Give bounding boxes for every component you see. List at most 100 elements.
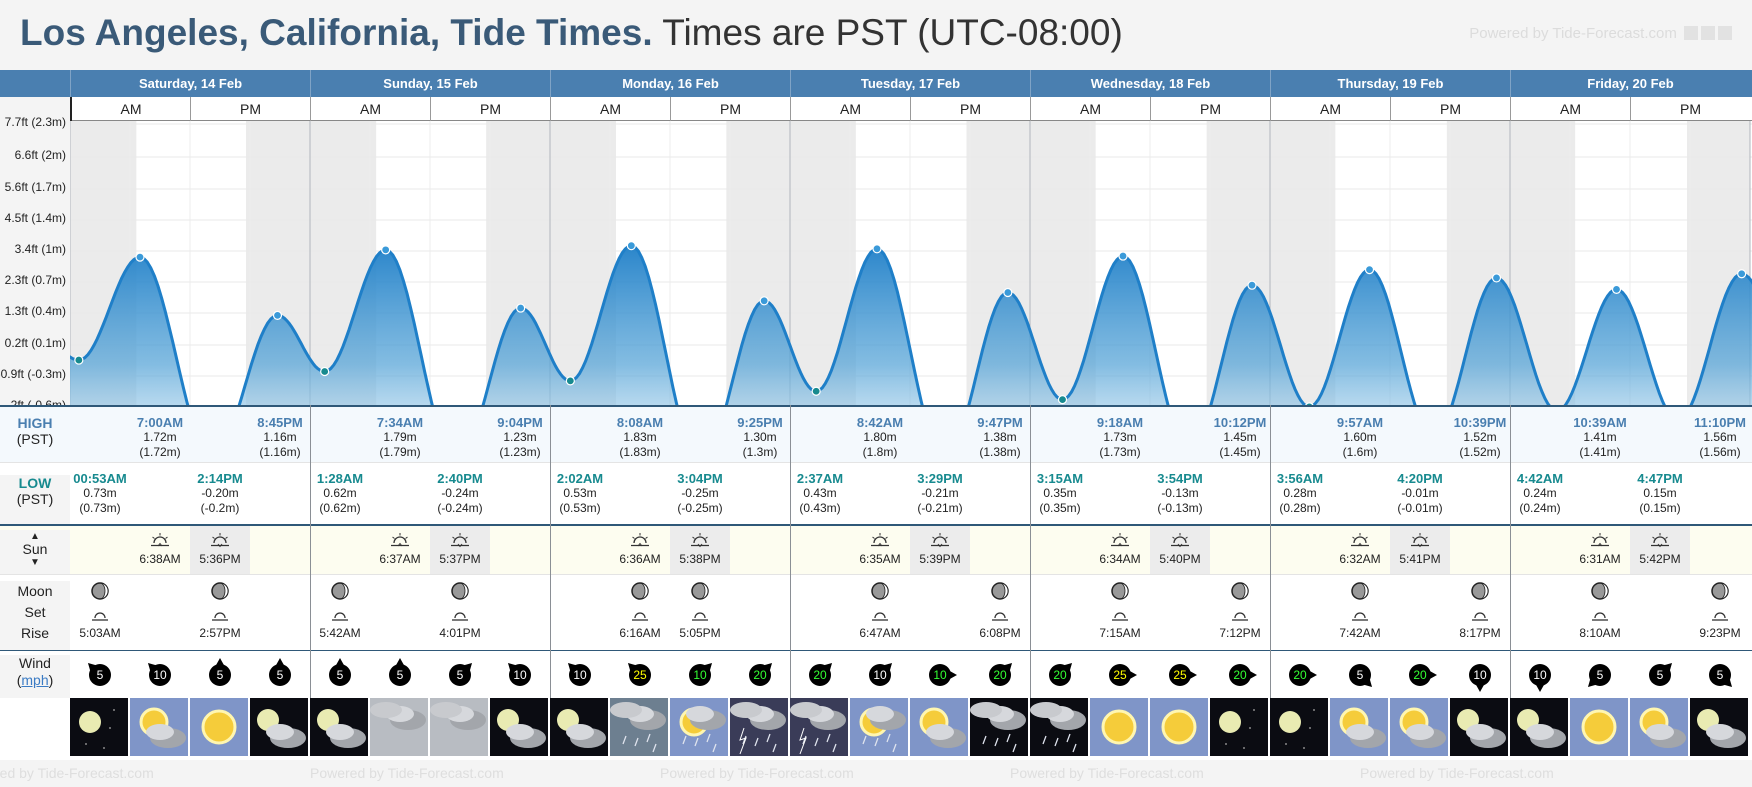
sunset-cell: 5:38PM <box>670 526 730 574</box>
high-tide-cell: 8:45PM 1.16m (1.16m) <box>250 415 310 460</box>
day-separator <box>550 405 551 698</box>
partly-cloudy-night-weather-icon <box>490 698 550 758</box>
sunset-cell: 5:40PM <box>1150 526 1210 574</box>
day-separator <box>310 405 311 698</box>
high-tide-cell: 9:04PM 1.23m (1.23m) <box>490 415 550 460</box>
wind-cell: 10 <box>1450 651 1510 699</box>
y-tick-label: -0.9ft (-0.3m) <box>0 367 66 381</box>
tide-height-alt: (0.35m) <box>1039 501 1081 515</box>
tide-time: 4:20PM <box>1397 471 1443 486</box>
tide-height: 0.62m <box>323 486 357 500</box>
moon-set-cell: 7:42AM <box>1330 581 1390 641</box>
moon-time: 7:12PM <box>1219 626 1261 640</box>
sunset-cell: 5:42PM <box>1630 526 1690 574</box>
sunset-time: 5:41PM <box>1399 552 1441 566</box>
y-tick-label: 4.5ft (1.4m) <box>4 211 66 225</box>
am-label: AM <box>1270 97 1390 121</box>
tide-height: 0.53m <box>563 486 597 500</box>
sunrise-cell: 6:37AM <box>370 526 430 574</box>
wind-arrow-icon: 20 <box>1409 651 1437 699</box>
y-tick-label: 2.3ft (0.7m) <box>4 273 66 287</box>
powered-by-text: Powered by Tide-Forecast.com <box>1469 25 1677 42</box>
page-title: Los Angeles, California, Tide Times. Tim… <box>20 12 1123 54</box>
tide-time: 4:47PM <box>1637 471 1683 486</box>
moon-rise-cell: 2:57PM <box>190 581 250 641</box>
high-label: HIGH (PST) <box>16 415 54 447</box>
overcast-weather-icon <box>370 698 430 758</box>
tide-time: 11:10PM <box>1693 415 1747 430</box>
low-tide-point <box>74 355 84 365</box>
high-tide-point <box>1118 251 1128 261</box>
sunset-cell: 5:36PM <box>190 526 250 574</box>
tide-time: 3:15AM <box>1036 471 1084 486</box>
sunset-icon <box>1630 532 1690 548</box>
day-separator <box>1270 405 1271 698</box>
high-tide-cell: 9:57AM 1.60m (1.6m) <box>1330 415 1390 460</box>
sunrise-time: 6:32AM <box>1339 552 1381 566</box>
moon-time: 8:17PM <box>1459 626 1501 640</box>
tide-time: 10:39PM <box>1453 415 1507 430</box>
sunrise-icon <box>1090 532 1150 548</box>
wind-arrow-icon: 5 <box>1584 651 1611 699</box>
wind-speed: 5 <box>1709 664 1731 686</box>
tide-logo-icon <box>1718 26 1732 40</box>
low-label: LOW (PST) <box>0 475 70 525</box>
moon-phase-icon <box>1471 582 1489 600</box>
tide-height-alt: (1.38m) <box>979 445 1021 459</box>
sun-showers-weather-icon <box>850 698 910 758</box>
sunrise-time: 6:36AM <box>619 552 661 566</box>
wind-speed: 20 <box>1409 664 1431 686</box>
sunset-icon <box>430 532 490 548</box>
moon-rise-cell: 7:12PM <box>1210 581 1270 641</box>
wind-cell: 20 <box>1030 651 1090 699</box>
low-tide-point <box>565 376 575 386</box>
moon-time: 7:15AM <box>1099 626 1141 640</box>
wind-speed: 5 <box>389 664 411 686</box>
wind-arrow-icon: 25 <box>1109 651 1137 699</box>
wind-arrow-icon: 5 <box>449 651 476 699</box>
wind-unit-link[interactable]: mph <box>21 672 49 688</box>
moon-phase-icon <box>1351 582 1369 600</box>
tide-height-alt: (0.24m) <box>1519 501 1561 515</box>
day-header: Monday, 16 Feb <box>550 70 790 97</box>
tide-height: 1.30m <box>743 430 777 444</box>
tide-height-alt: (1.52m) <box>1459 445 1501 459</box>
y-tick-label: 1.3ft (0.4m) <box>4 304 66 318</box>
wind-speed: 10 <box>1529 664 1551 686</box>
moon-row: Moon Set Rise 5:03AM 2:57PM 5:42AM 4:01PM 6:… <box>0 574 1752 651</box>
moon-phase-icon <box>451 582 469 600</box>
tide-time: 9:57AM <box>1336 415 1384 430</box>
tide-curve <box>70 121 1752 405</box>
tide-logo-icon <box>1684 26 1698 40</box>
moon-set-icon <box>1352 612 1368 621</box>
sunrise-cell: 6:36AM <box>610 526 670 574</box>
powered-by-watermark: Powered by Tide-Forecast.com <box>1010 765 1204 781</box>
wind-arrow-icon: 20 <box>1229 651 1257 699</box>
moon-time: 2:57PM <box>199 626 241 640</box>
wind-cell: 5 <box>1570 651 1630 699</box>
moon-label: Moon Set Rise <box>0 581 70 651</box>
wind-arrow-icon: 10 <box>504 651 531 699</box>
thunderstorm-weather-icon <box>790 698 850 758</box>
y-tick-label: 0.2ft (0.1m) <box>4 336 66 350</box>
wind-cell: 20 <box>730 651 790 699</box>
sunrise-icon <box>850 532 910 548</box>
moon-phase-icon <box>331 582 349 600</box>
low-tide-cell: 3:15AM 0.35m (0.35m) <box>1030 471 1090 516</box>
day-header: Tuesday, 17 Feb <box>790 70 1030 97</box>
sunrise-cell: 6:38AM <box>130 526 190 574</box>
partly-cloudy-night-weather-icon <box>1450 698 1510 758</box>
wind-arrow-icon: 5 <box>209 651 231 699</box>
moon-set-cell: 6:16AM <box>610 581 670 641</box>
clear-night-weather-icon <box>70 698 130 758</box>
high-tide-cell: 9:25PM 1.30m (1.3m) <box>730 415 790 460</box>
low-tide-cell: 2:40PM -0.24m (-0.24m) <box>430 471 490 516</box>
tide-height: 1.80m <box>863 430 897 444</box>
pm-label: PM <box>910 97 1030 121</box>
powered-by[interactable]: Powered by Tide-Forecast.com <box>1469 25 1732 42</box>
tide-time: 3:56AM <box>1276 471 1324 486</box>
moon-phase-icon <box>91 582 109 600</box>
partly-cloudy-night-weather-icon <box>550 698 610 758</box>
tide-height-alt: (1.73m) <box>1099 445 1141 459</box>
clear-night-weather-icon <box>1270 698 1330 758</box>
